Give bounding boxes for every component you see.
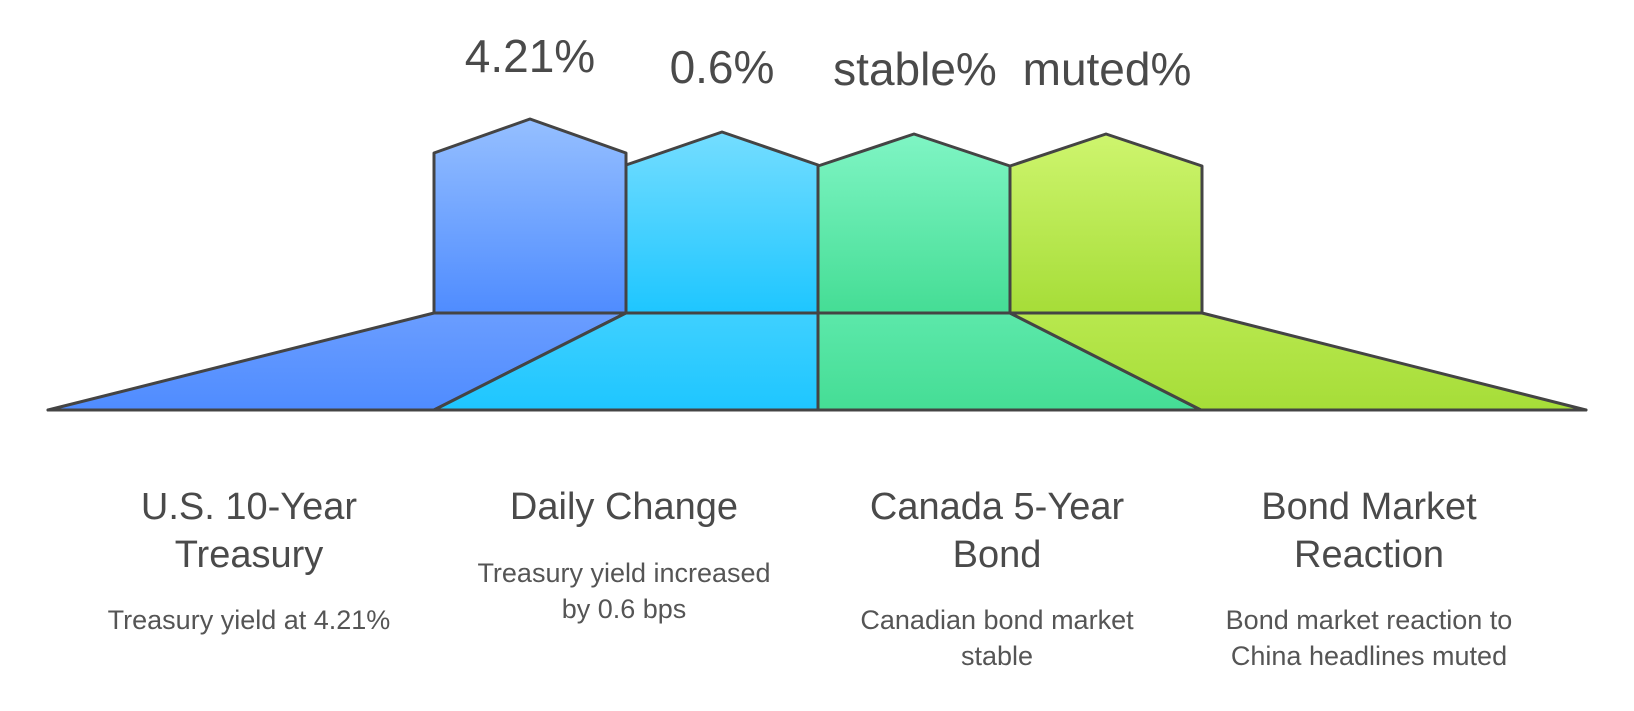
item-3-title-line1: Canada 5-Year [869,486,1125,528]
item-1-description: Treasury yield at 4.21% [79,602,419,638]
item-4-value: muted% [1022,43,1192,95]
item-4-title: Bond Market Reaction [1199,483,1539,579]
item-1-title-line1: U.S. 10-Year [140,486,358,528]
item-1-desc-line1: Treasury yield at 4.21% [107,605,391,635]
item-3-house [816,132,1012,315]
item-4-title-line2: Reaction [1294,534,1444,576]
item-1-title: U.S. 10-Year Treasury [79,483,419,579]
item-3-title: Canada 5-Year Bond [827,483,1167,579]
item-2-desc-line2: by 0.6 bps [561,594,687,624]
item-3-shape [816,132,1203,412]
item-2-value: 0.6% [669,41,775,93]
item-1-title-line2: Treasury [174,534,324,576]
item-3-description: Canadian bond market stable [827,602,1167,674]
item-3-desc-line1: Canadian bond market [860,605,1134,635]
item-2-title: Daily Change [454,483,794,531]
item-2-house [624,130,820,315]
item-2-desc-line1: Treasury yield increased [477,558,771,588]
item-4-house [1008,132,1204,315]
item-4-shape [1008,132,1588,412]
item-4-desc-line1: Bond market reaction to [1225,605,1513,635]
item-4-desc-line2: China headlines muted [1230,641,1508,671]
item-3-title-line2: Bond [952,534,1042,576]
item-2-title-line1: Daily Change [509,486,739,528]
item-3-desc-line2: stable [960,641,1034,671]
item-1-value: 4.21% [464,30,596,82]
item-2-shape [432,130,820,412]
item-2-description: Treasury yield increased by 0.6 bps [454,555,794,627]
item-1-house [432,117,628,315]
item-4-title-line1: Bond Market [1261,486,1477,528]
item-4-description: Bond market reaction to China headlines … [1199,602,1539,674]
item-3-value: stable% [833,43,997,95]
